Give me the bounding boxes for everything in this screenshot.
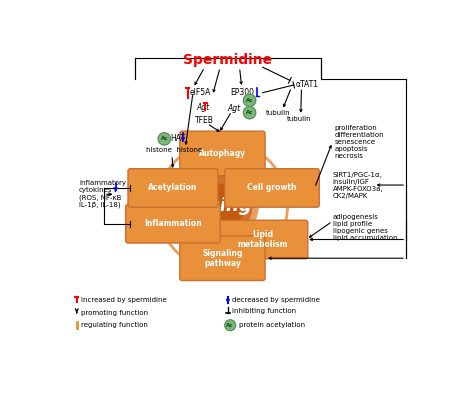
Circle shape	[158, 133, 171, 145]
Circle shape	[243, 106, 256, 119]
Text: eIF5A: eIF5A	[189, 88, 211, 97]
Text: proliferation
differentiation
senescence
apoptosis
necrosis: proliferation differentiation senescence…	[335, 125, 385, 159]
Text: Agt: Agt	[196, 103, 210, 112]
Circle shape	[187, 170, 258, 241]
Text: SIRT1/PGC-1α,
insulin/IGF
AMPK-FOXO3a,
CK2/MAPK: SIRT1/PGC-1α, insulin/IGF AMPK-FOXO3a, C…	[332, 172, 383, 198]
Text: TFEB: TFEB	[195, 116, 214, 125]
Text: inhibiting function: inhibiting function	[232, 308, 296, 314]
Text: inflammatory
cytokines
(ROS, NF-κB
IL-1β, IL-18): inflammatory cytokines (ROS, NF-κB IL-1β…	[79, 180, 126, 208]
Text: histone  histone: histone histone	[146, 148, 202, 154]
Circle shape	[225, 320, 235, 330]
FancyBboxPatch shape	[180, 131, 265, 176]
Text: Aging: Aging	[193, 197, 252, 215]
FancyBboxPatch shape	[126, 204, 220, 243]
Text: Inflammation: Inflammation	[144, 219, 202, 228]
Text: Spermidine: Spermidine	[183, 53, 273, 67]
FancyBboxPatch shape	[180, 236, 265, 280]
Text: increased by spermidine: increased by spermidine	[81, 297, 166, 303]
Circle shape	[243, 94, 256, 106]
Text: Lipid
metabolism: Lipid metabolism	[238, 230, 288, 249]
Text: Agt: Agt	[228, 104, 241, 112]
Text: adipogenesis
lipid profile
lipogenic genes
lipid accumulation: adipogenesis lipid profile lipogenic gen…	[332, 214, 397, 241]
Text: Acetylation: Acetylation	[148, 184, 198, 192]
FancyBboxPatch shape	[218, 220, 308, 259]
Text: Ac: Ac	[246, 110, 253, 115]
FancyBboxPatch shape	[225, 169, 319, 207]
Text: promoting function: promoting function	[81, 310, 148, 316]
Text: Ac: Ac	[246, 98, 253, 103]
Circle shape	[201, 184, 244, 228]
Text: tubulin: tubulin	[287, 116, 312, 122]
Circle shape	[193, 176, 252, 235]
Text: decreased by spermidine: decreased by spermidine	[232, 297, 319, 303]
Text: Ac: Ac	[161, 136, 168, 141]
Text: Ac: Ac	[226, 323, 234, 328]
Text: Autophagy: Autophagy	[199, 149, 246, 158]
Text: Cell growth: Cell growth	[247, 184, 297, 192]
Text: EP300: EP300	[230, 88, 254, 97]
FancyBboxPatch shape	[128, 169, 218, 207]
Text: regulating function: regulating function	[81, 322, 147, 328]
Text: protein acetylation: protein acetylation	[239, 322, 305, 328]
Text: HAT: HAT	[170, 134, 185, 142]
Text: Signaling
pathway: Signaling pathway	[202, 248, 243, 268]
Text: tubulin: tubulin	[266, 110, 291, 116]
Text: αTAT1: αTAT1	[296, 80, 319, 90]
